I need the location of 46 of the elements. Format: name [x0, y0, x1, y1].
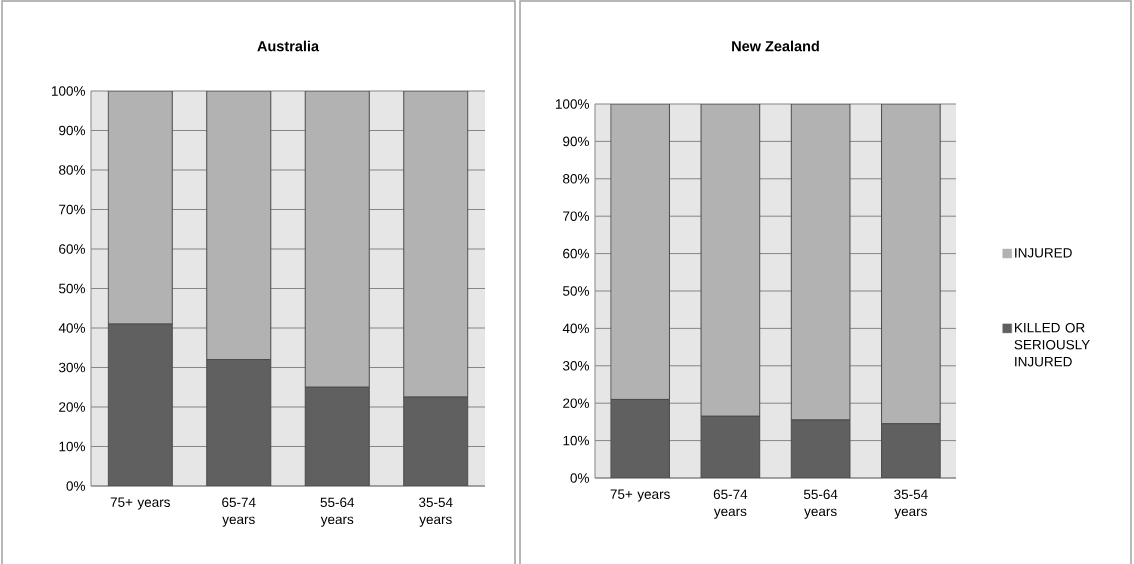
chart-title: Australia: [257, 40, 320, 52]
y-tick-label: 10%: [59, 441, 85, 452]
x-tick-label: 35-54 years: [894, 489, 928, 519]
y-tick-label: 30%: [58, 362, 85, 373]
bar: [881, 423, 941, 478]
y-tick-label: 0%: [66, 481, 85, 491]
x-tick-label: 35-54 years: [419, 497, 453, 527]
y-tick-label: 60%: [563, 248, 589, 259]
bar: [107, 90, 173, 325]
y-tick-label: 80%: [563, 174, 589, 184]
x-tick-label: 75+ years: [610, 489, 670, 502]
bar: [881, 103, 941, 425]
bar: [403, 90, 469, 398]
y-tick-label: 100%: [51, 86, 85, 96]
x-tick-label: 55-64 years: [320, 497, 355, 527]
bar: [610, 103, 670, 400]
y-tick-label: 50%: [562, 286, 589, 296]
chart-title: New Zealand: [732, 40, 819, 52]
bar: [610, 398, 670, 478]
x-tick-label: 65-74 years: [222, 497, 256, 527]
y-tick-label: 70%: [59, 204, 85, 215]
legend-label: INJURED: [1015, 248, 1072, 258]
y-tick-label: 30%: [562, 361, 589, 371]
y-tick-label: 40%: [58, 323, 85, 333]
bar: [790, 103, 851, 421]
y-tick-label: 50%: [58, 283, 85, 294]
bar: [700, 103, 761, 417]
bar: [790, 419, 851, 478]
y-tick-label: 10%: [563, 435, 589, 446]
x-tick-label: 65-74 years: [713, 489, 748, 519]
y-tick-label: 90%: [563, 136, 589, 147]
x-tick-label: 55-64 years: [803, 489, 838, 519]
x-tick-label: 75+ years: [110, 497, 170, 510]
bar: [700, 415, 761, 478]
bar: [206, 90, 272, 361]
bar: [304, 90, 370, 388]
y-tick-label: 20%: [59, 402, 85, 412]
y-tick-label: 100%: [555, 99, 589, 109]
y-tick-label: 90%: [59, 125, 85, 136]
y-tick-label: 60%: [59, 244, 85, 254]
legend-label: KILLED OR SERIOUSLY INJURED: [1014, 322, 1090, 367]
y-tick-label: 0%: [570, 473, 589, 483]
y-tick-label: 20%: [563, 398, 589, 408]
y-tick-label: 40%: [562, 323, 589, 334]
y-tick-label: 80%: [59, 165, 85, 175]
y-tick-label: 70%: [563, 211, 589, 221]
